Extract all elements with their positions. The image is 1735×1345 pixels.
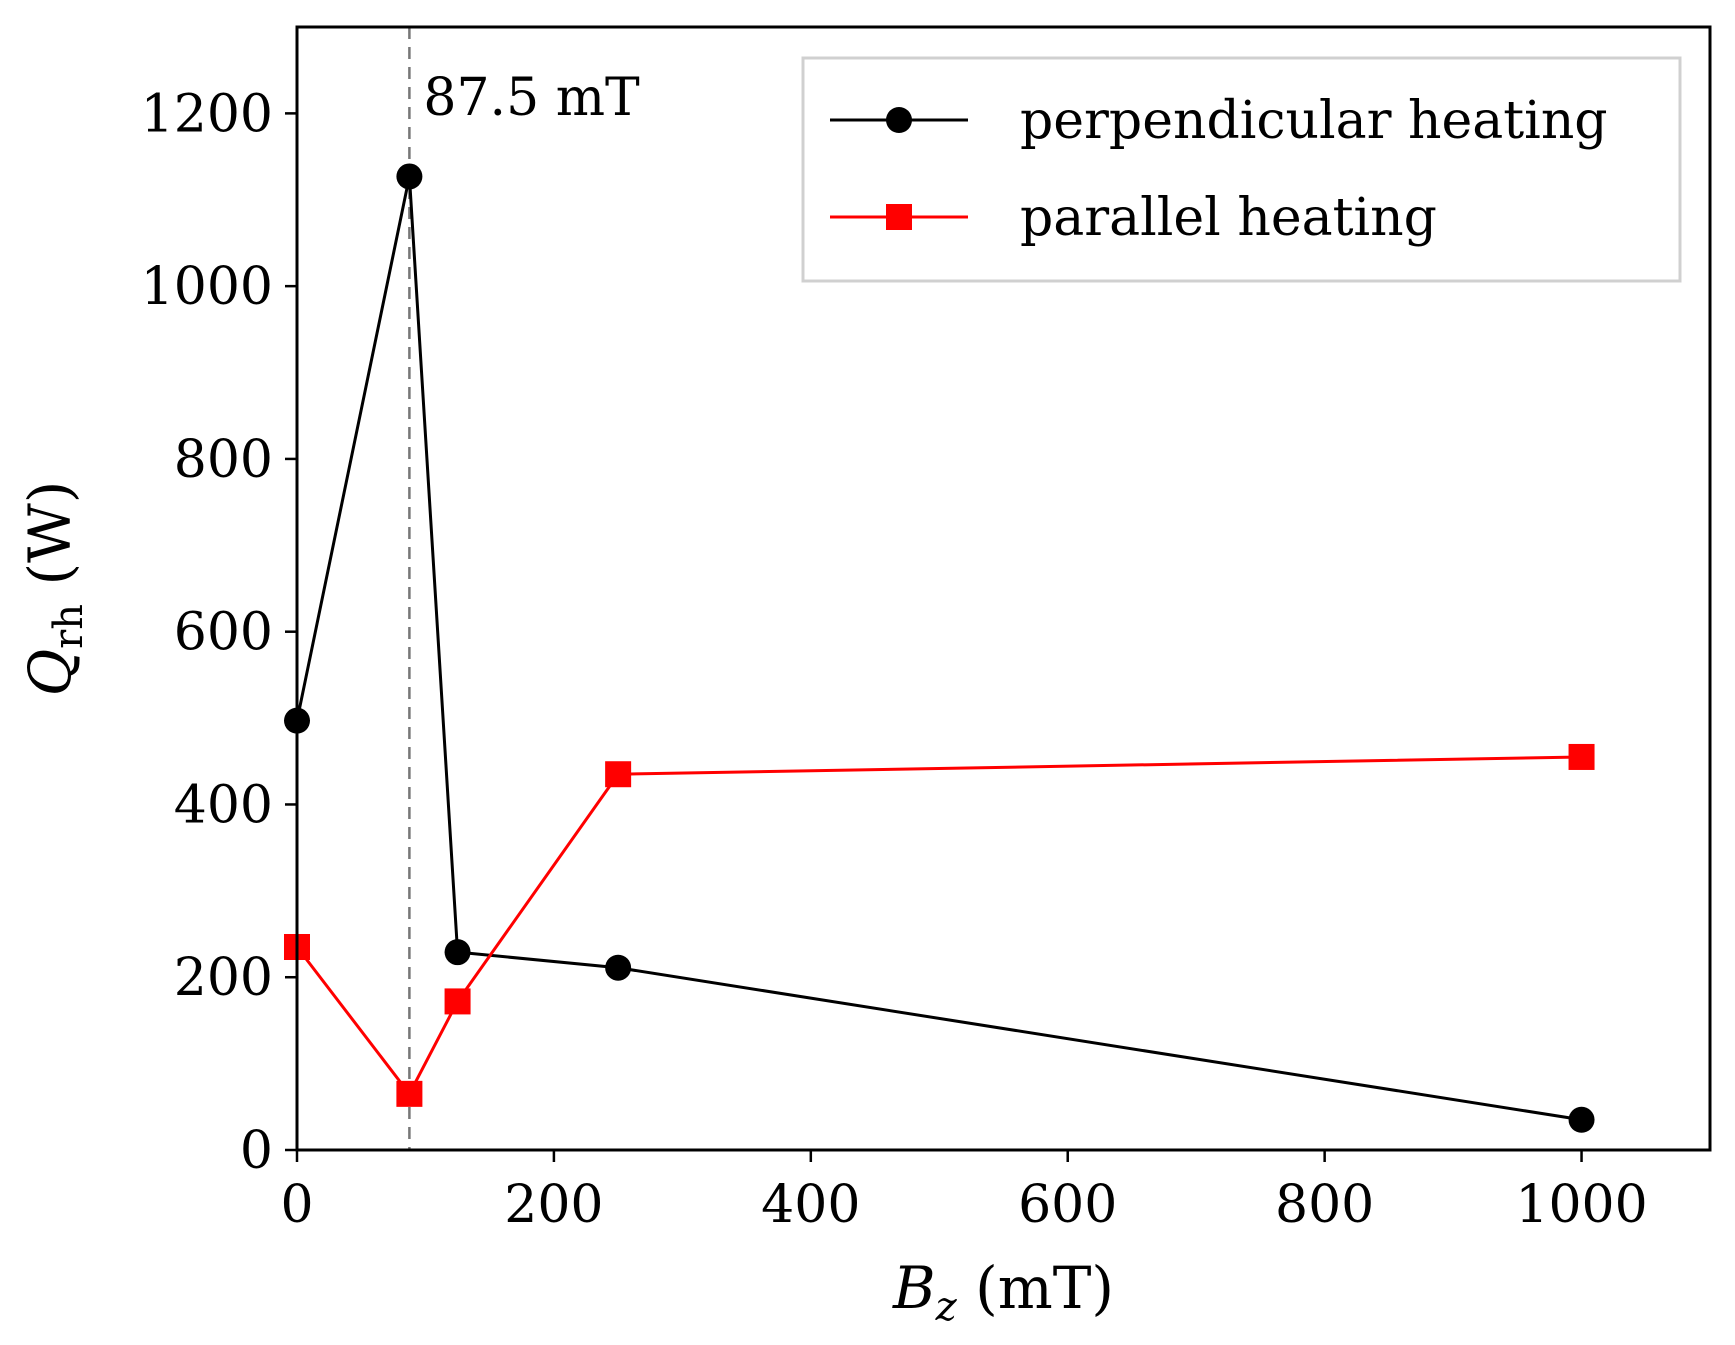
data-point-perpendicular [396, 163, 423, 190]
legend-label: parallel heating [1020, 188, 1437, 248]
series-layer [284, 163, 1595, 1133]
data-point-parallel [1568, 743, 1595, 770]
data-point-perpendicular [605, 954, 632, 981]
x-tick-label: 200 [504, 1175, 603, 1235]
y-axis-title: Qrh (W) [16, 481, 92, 697]
x-tick-label: 0 [280, 1175, 313, 1235]
y-tick-label: 200 [174, 948, 273, 1008]
x-axis-title: Bz (mT) [892, 1254, 1114, 1330]
data-point-parallel [396, 1080, 423, 1107]
ticks-layer: 0 200 400 600 800 1000 0 200 400 600 800 1000 1200 [141, 84, 1648, 1235]
y-tick-label: 400 [174, 775, 273, 835]
data-point-parallel [444, 988, 471, 1015]
plot-frame [295, 25, 1712, 1152]
x-tick-label: 400 [761, 1175, 860, 1235]
series-line-parallel [295, 755, 1582, 1097]
reference-line-label: 87.5 mT [423, 68, 640, 128]
legend: perpendicular heating parallel heating [801, 56, 1682, 283]
legend-label: perpendicular heating [1020, 91, 1608, 151]
x-tick-label: 600 [1018, 1175, 1117, 1235]
data-point-perpendicular [1568, 1106, 1595, 1133]
y-tick-label: 600 [174, 603, 273, 663]
x-tick-label: 1000 [1515, 1175, 1647, 1235]
data-point-parallel [605, 761, 632, 788]
data-point-perpendicular [444, 939, 471, 966]
y-tick-label: 800 [174, 430, 273, 490]
y-tick-label: 0 [240, 1121, 273, 1181]
y-tick-label: 1200 [141, 84, 273, 144]
y-tick-label: 1000 [141, 257, 273, 317]
x-tick-label: 800 [1275, 1175, 1374, 1235]
legend-marker-circle [886, 107, 912, 133]
legend-frame [801, 56, 1682, 283]
series-line-perpendicular [295, 176, 1582, 1122]
legend-marker-square [886, 204, 912, 230]
